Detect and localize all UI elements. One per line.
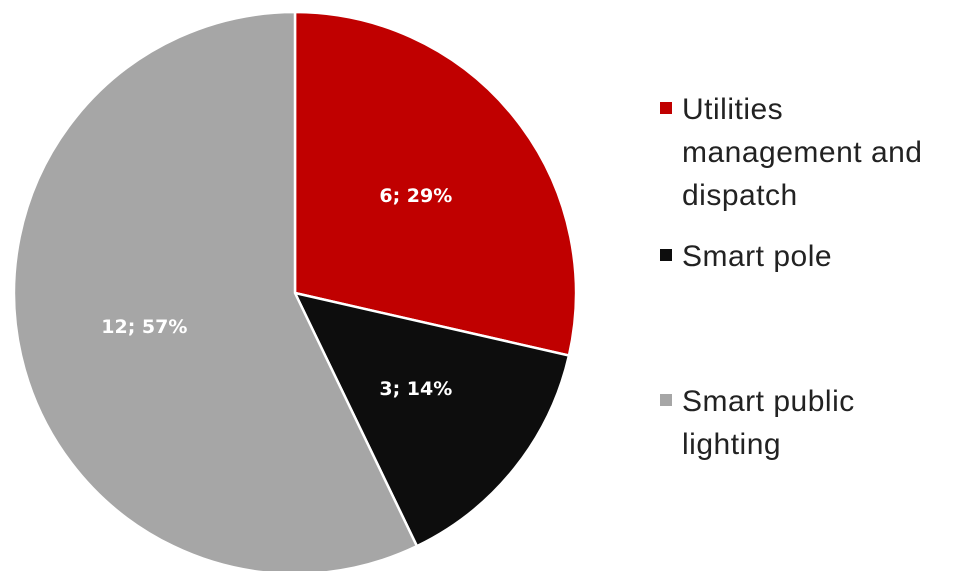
data-label: 12; 57% (101, 316, 187, 338)
legend-swatch (660, 102, 672, 114)
pie-slice (12, 10, 419, 571)
legend-label: Utilities management and dispatch (682, 93, 923, 212)
legend-item: Smart pole (660, 235, 960, 278)
data-label: 3; 14% (379, 378, 452, 400)
legend-item: Smart public lighting (660, 380, 960, 466)
pie-slice (292, 291, 571, 548)
legend-label: Smart public lighting (682, 385, 855, 461)
legend-swatch (660, 394, 672, 406)
legend-swatch (660, 249, 672, 261)
pie-slice (293, 10, 578, 358)
legend-item: Utilities management and dispatch (660, 88, 960, 217)
data-label: 6; 29% (379, 185, 452, 207)
legend-label: Smart pole (682, 240, 833, 273)
